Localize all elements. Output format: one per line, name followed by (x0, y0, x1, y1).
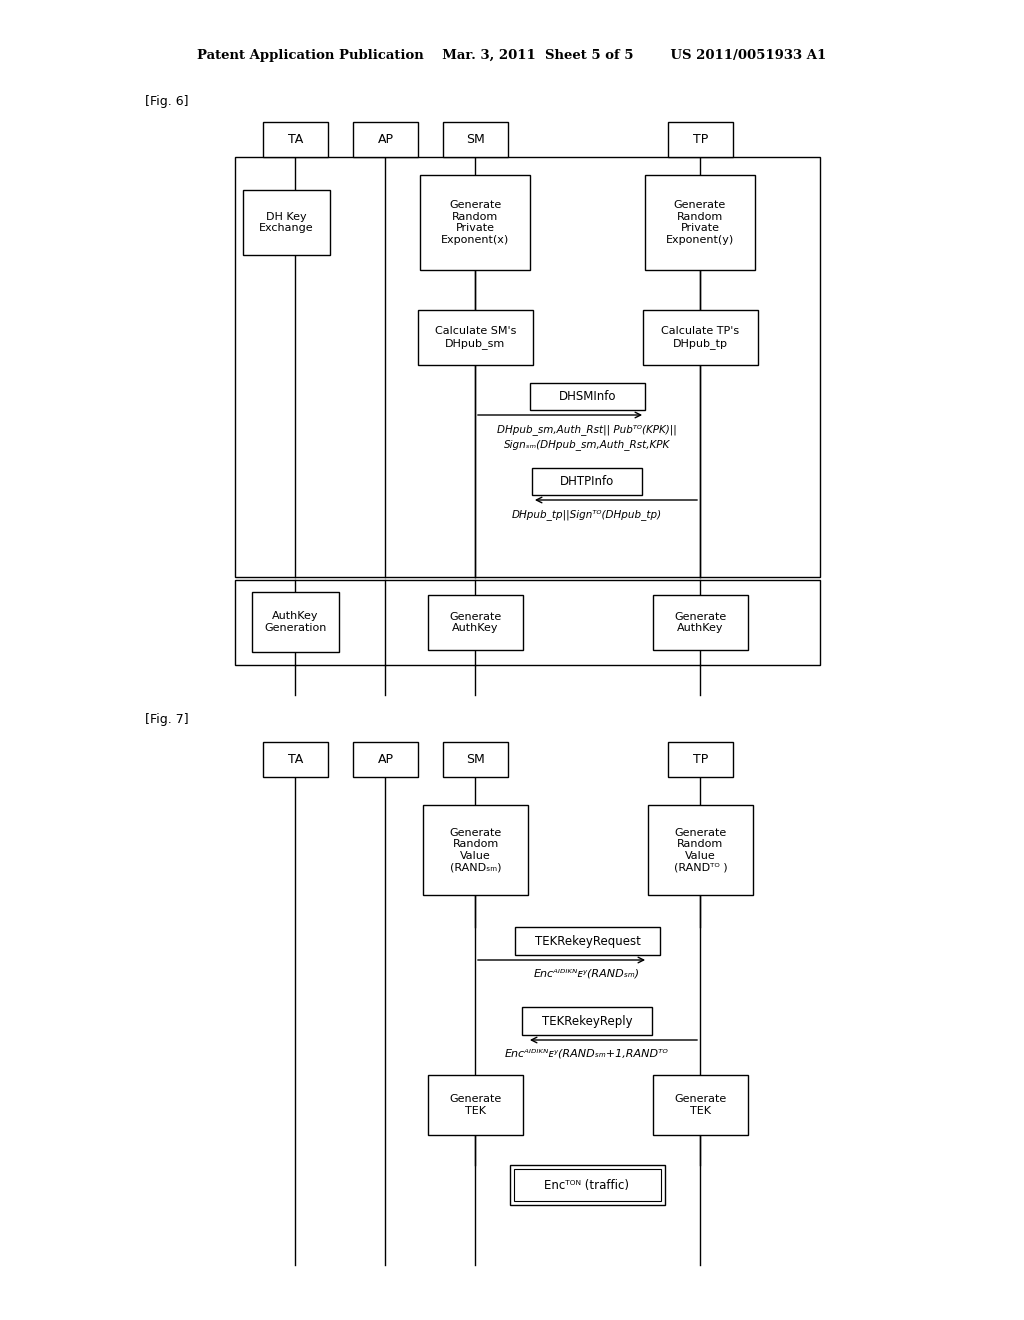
Bar (443, 742, 508, 777)
Bar (353, 121, 418, 157)
Bar (648, 805, 753, 895)
Bar (443, 121, 508, 157)
Text: DHTPInfo: DHTPInfo (560, 475, 614, 488)
Bar (653, 1074, 748, 1135)
Bar (653, 595, 748, 649)
Bar (530, 383, 645, 411)
Bar (234, 157, 820, 577)
Bar (532, 469, 642, 495)
Bar (353, 742, 418, 777)
Text: Signₛₘ(DHpub_sm,Auth_Rst,KPK: Signₛₘ(DHpub_sm,Auth_Rst,KPK (504, 440, 670, 450)
Text: TP: TP (693, 752, 709, 766)
Text: TEKRekeyRequest: TEKRekeyRequest (535, 935, 640, 948)
Text: SM: SM (466, 752, 485, 766)
Bar (428, 1074, 523, 1135)
Bar (420, 176, 530, 271)
Text: DHpub_tp||Signᵀᴼ(DHpub_tp): DHpub_tp||Signᵀᴼ(DHpub_tp) (512, 510, 663, 520)
Text: TP: TP (693, 133, 709, 147)
Bar (643, 310, 758, 366)
Text: AuthKey
Generation: AuthKey Generation (264, 611, 327, 632)
Text: Generate
Random
Private
Exponent(x): Generate Random Private Exponent(x) (441, 201, 509, 246)
Text: Generate
Random
Value
(RANDᵀᴼ ): Generate Random Value (RANDᵀᴼ ) (674, 828, 727, 873)
Bar (234, 579, 820, 665)
Bar (515, 927, 660, 954)
Text: Calculate TP's
DHpub_tp: Calculate TP's DHpub_tp (662, 326, 739, 348)
Bar (428, 595, 523, 649)
Bar (252, 591, 339, 652)
Text: [Fig. 7]: [Fig. 7] (145, 714, 188, 726)
Text: Generate
TEK: Generate TEK (675, 1094, 727, 1115)
Bar (645, 176, 755, 271)
Text: Encᴬᴵᴰᴵᴷᴺᴇʸ(RANDₛₘ): Encᴬᴵᴰᴵᴷᴺᴇʸ(RANDₛₘ) (534, 969, 640, 979)
Text: DHpub_sm,Auth_Rst|| Pubᵀᴼ(KPK)||: DHpub_sm,Auth_Rst|| Pubᵀᴼ(KPK)|| (497, 425, 677, 436)
Bar (243, 190, 330, 255)
Text: AP: AP (378, 752, 393, 766)
Text: [Fig. 6]: [Fig. 6] (145, 95, 188, 108)
Text: Calculate SM's
DHpub_sm: Calculate SM's DHpub_sm (435, 326, 516, 348)
Bar (668, 121, 733, 157)
Text: TA: TA (288, 752, 303, 766)
Bar (522, 1007, 652, 1035)
Text: Generate
Random
Value
(RANDₛₘ): Generate Random Value (RANDₛₘ) (450, 828, 502, 873)
Bar (668, 742, 733, 777)
Text: Encᴬᴵᴰᴵᴷᴺᴇʸ(RANDₛₘ+1,RANDᵀᴼ: Encᴬᴵᴰᴵᴷᴺᴇʸ(RANDₛₘ+1,RANDᵀᴼ (505, 1049, 669, 1059)
Text: DHSMInfo: DHSMInfo (559, 389, 616, 403)
Bar (418, 310, 534, 366)
Bar (263, 742, 328, 777)
Text: Generate
AuthKey: Generate AuthKey (675, 611, 727, 634)
Text: Generate
Random
Private
Exponent(y): Generate Random Private Exponent(y) (666, 201, 734, 246)
Text: TA: TA (288, 133, 303, 147)
Bar (510, 1166, 665, 1205)
Text: AP: AP (378, 133, 393, 147)
Text: SM: SM (466, 133, 485, 147)
Text: DH Key
Exchange: DH Key Exchange (259, 211, 313, 234)
Bar (423, 805, 528, 895)
Text: Encᵀᴼᴺ (traffic): Encᵀᴼᴺ (traffic) (545, 1179, 630, 1192)
Text: TEKRekeyReply: TEKRekeyReply (542, 1015, 632, 1027)
Bar (263, 121, 328, 157)
Text: Generate
AuthKey: Generate AuthKey (450, 611, 502, 634)
Bar (514, 1170, 662, 1201)
Text: Generate
TEK: Generate TEK (450, 1094, 502, 1115)
Text: Patent Application Publication    Mar. 3, 2011  Sheet 5 of 5        US 2011/0051: Patent Application Publication Mar. 3, 2… (198, 49, 826, 62)
